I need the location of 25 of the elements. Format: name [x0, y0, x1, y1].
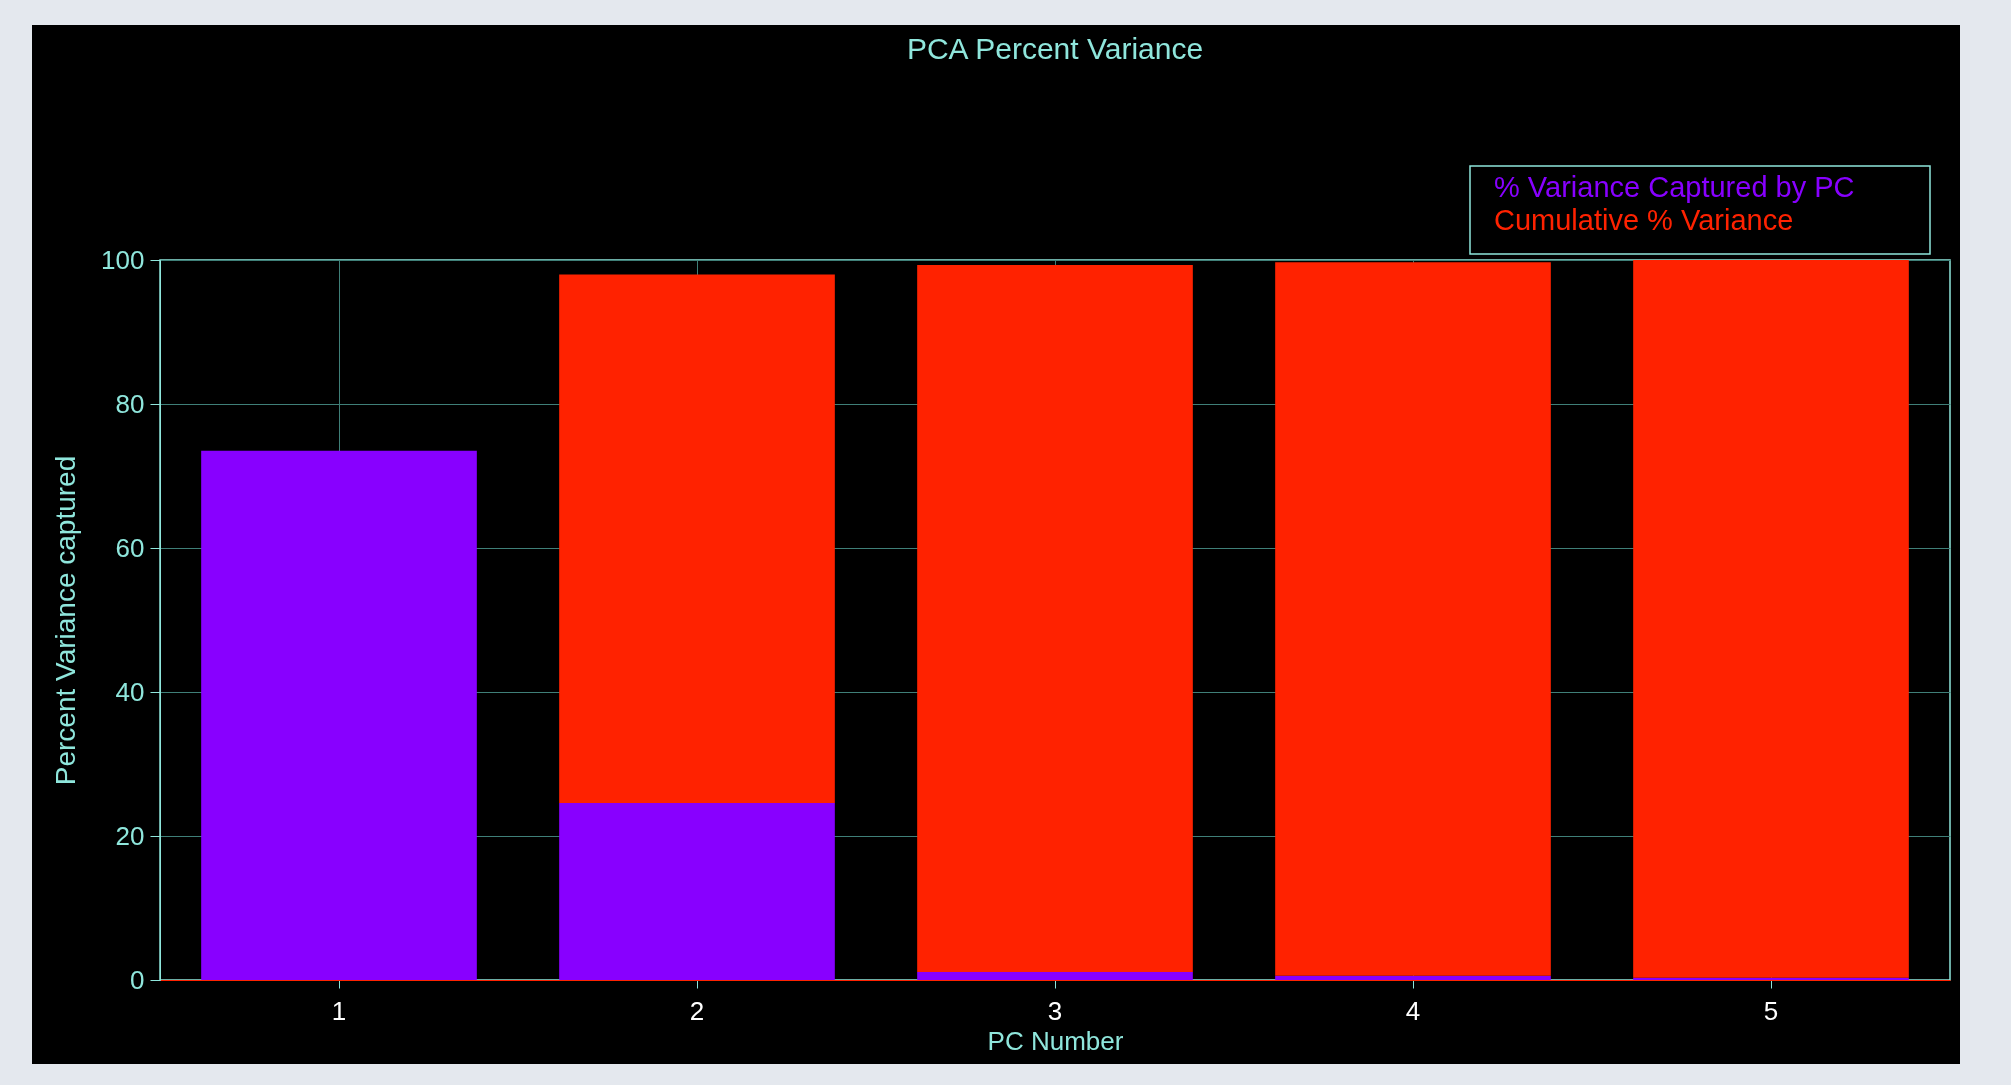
bar — [917, 265, 1193, 973]
bar — [201, 450, 477, 980]
x-tick-label: 3 — [1047, 995, 1063, 1026]
bar — [559, 802, 835, 980]
x-axis-title: PC Number — [987, 1025, 1124, 1056]
y-tick-label: 100 — [101, 244, 145, 275]
y-tick-label: 40 — [115, 676, 145, 707]
bar — [917, 972, 1193, 980]
y-tick-label: 60 — [115, 532, 145, 563]
y-axis-title: Percent Variance captured — [50, 455, 82, 786]
y-tick-label: 80 — [115, 388, 145, 419]
x-tick-label: 4 — [1405, 995, 1421, 1026]
x-tick-label: 2 — [689, 995, 705, 1026]
y-tick-label: 0 — [130, 964, 145, 995]
chart-title: PCA Percent Variance — [906, 32, 1204, 66]
text: % Variance Captured by PC — [1494, 171, 1855, 203]
bar — [1275, 262, 1551, 976]
series-label: Cumulative % Variance — [1494, 204, 1794, 236]
bar — [1633, 977, 1909, 980]
x-tick-label: 1 — [331, 995, 347, 1026]
x-tick-label: 5 — [1763, 995, 1779, 1026]
bar — [1633, 260, 1909, 978]
y-tick-label: 20 — [115, 820, 145, 851]
bar — [1275, 975, 1551, 980]
bar — [559, 274, 835, 803]
